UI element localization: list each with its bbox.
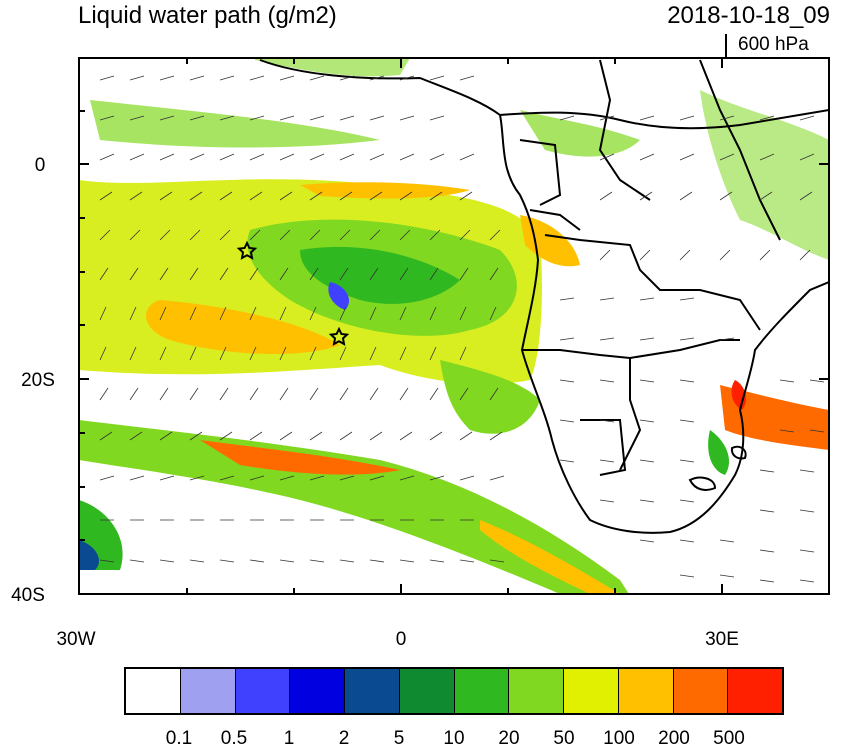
colorbar-label: 100 bbox=[603, 728, 635, 749]
colorbar-label: 50 bbox=[553, 728, 575, 749]
pressure-level-label: 600 hPa bbox=[738, 34, 809, 55]
site-star-marker bbox=[236, 240, 258, 260]
colorbar-swatch bbox=[454, 669, 510, 713]
coastlines bbox=[259, 59, 829, 534]
colorbar-label: 0.1 bbox=[165, 728, 193, 749]
level-tick bbox=[725, 34, 727, 58]
colorbar-swatch bbox=[399, 669, 455, 713]
colorbar-swatch bbox=[673, 669, 729, 713]
wind-barbs bbox=[99, 75, 825, 583]
y-axis-label-20s: 20S bbox=[21, 370, 55, 391]
colorbar bbox=[124, 667, 784, 715]
colorbar-label: 20 bbox=[498, 728, 520, 749]
map-plot-area bbox=[79, 58, 829, 594]
x-axis-label-30w: 30W bbox=[56, 629, 95, 650]
axis-ticks bbox=[78, 58, 829, 595]
colorbar-label: 1 bbox=[283, 728, 295, 749]
colorbar-swatch bbox=[728, 669, 782, 713]
map-title: Liquid water path (g/m2) bbox=[78, 2, 337, 29]
colorbar-swatch bbox=[509, 669, 564, 713]
x-axis-label-0: 0 bbox=[396, 629, 407, 650]
colorbar-label: 5 bbox=[393, 728, 405, 749]
colorbar-swatch bbox=[290, 669, 345, 713]
x-axis-label-30e: 30E bbox=[705, 629, 739, 650]
colorbar-swatch bbox=[345, 669, 400, 713]
colorbar-label: 0.5 bbox=[220, 728, 248, 749]
colorbar-swatch bbox=[126, 669, 181, 713]
colorbar-label: 2 bbox=[338, 728, 350, 749]
y-axis-label-0: 0 bbox=[35, 155, 46, 176]
site-markers bbox=[236, 240, 350, 346]
colorbar-swatch bbox=[180, 669, 236, 713]
colorbar-label: 10 bbox=[443, 728, 465, 749]
datetime-label: 2018-10-18_09 bbox=[667, 2, 830, 29]
liquid-water-field bbox=[79, 58, 829, 594]
colorbar-swatch bbox=[618, 669, 674, 713]
colorbar-swatch bbox=[235, 669, 291, 713]
colorbar-label: 500 bbox=[713, 728, 745, 749]
y-axis-label-40s: 40S bbox=[11, 585, 45, 606]
colorbar-label: 200 bbox=[658, 728, 690, 749]
colorbar-swatch bbox=[564, 669, 619, 713]
site-star-marker bbox=[328, 326, 350, 346]
